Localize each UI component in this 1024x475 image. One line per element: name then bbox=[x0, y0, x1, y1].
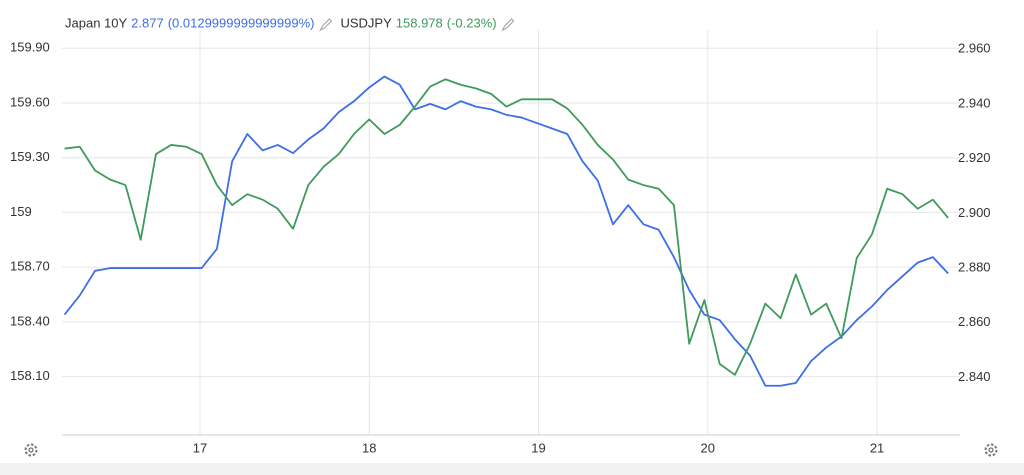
series-line bbox=[63, 75, 949, 387]
x-tick-label: 20 bbox=[701, 440, 715, 455]
x-tick-label: 19 bbox=[531, 440, 545, 455]
y2-tick-label: 2.840 bbox=[958, 369, 991, 384]
y-tick-label: 159 bbox=[10, 204, 32, 219]
y-tick-label: 158.10 bbox=[10, 368, 50, 383]
legend-text: USDJPY bbox=[340, 15, 392, 30]
edit-icon[interactable] bbox=[319, 18, 333, 32]
y2-tick-label: 2.940 bbox=[958, 95, 991, 110]
series-line bbox=[64, 78, 949, 376]
legend-text: 2.877 bbox=[131, 15, 164, 30]
y2-tick-label: 2.960 bbox=[958, 41, 991, 56]
settings-left[interactable] bbox=[24, 443, 38, 457]
edit-icon[interactable] bbox=[501, 18, 515, 32]
legend-text: Japan 10Y bbox=[65, 15, 127, 30]
bottom-strip bbox=[0, 463, 1024, 475]
legend-text: (-0.23%) bbox=[447, 15, 497, 30]
y-tick-label: 159.30 bbox=[10, 149, 50, 164]
y-tick-label: 158.70 bbox=[10, 259, 50, 274]
y2-tick-label: 2.920 bbox=[958, 150, 991, 165]
y-tick-label: 159.90 bbox=[10, 40, 50, 55]
y2-tick-label: 2.900 bbox=[958, 205, 991, 220]
x-tick-label: 17 bbox=[193, 440, 207, 455]
y-tick-label: 159.60 bbox=[10, 94, 50, 109]
x-tick-label: 18 bbox=[362, 440, 376, 455]
legend: Japan 10Y 2.877 (0.0129999999999999%) USDJP… bbox=[65, 15, 515, 32]
legend-text: (0.0129999999999999%) bbox=[168, 15, 315, 30]
y-tick-label: 158.40 bbox=[10, 313, 50, 328]
y2-tick-label: 2.860 bbox=[958, 314, 991, 329]
settings-right[interactable] bbox=[984, 443, 998, 457]
legend-text: 158.978 bbox=[396, 15, 443, 30]
y2-tick-label: 2.880 bbox=[958, 260, 991, 275]
x-tick-label: 21 bbox=[870, 440, 884, 455]
